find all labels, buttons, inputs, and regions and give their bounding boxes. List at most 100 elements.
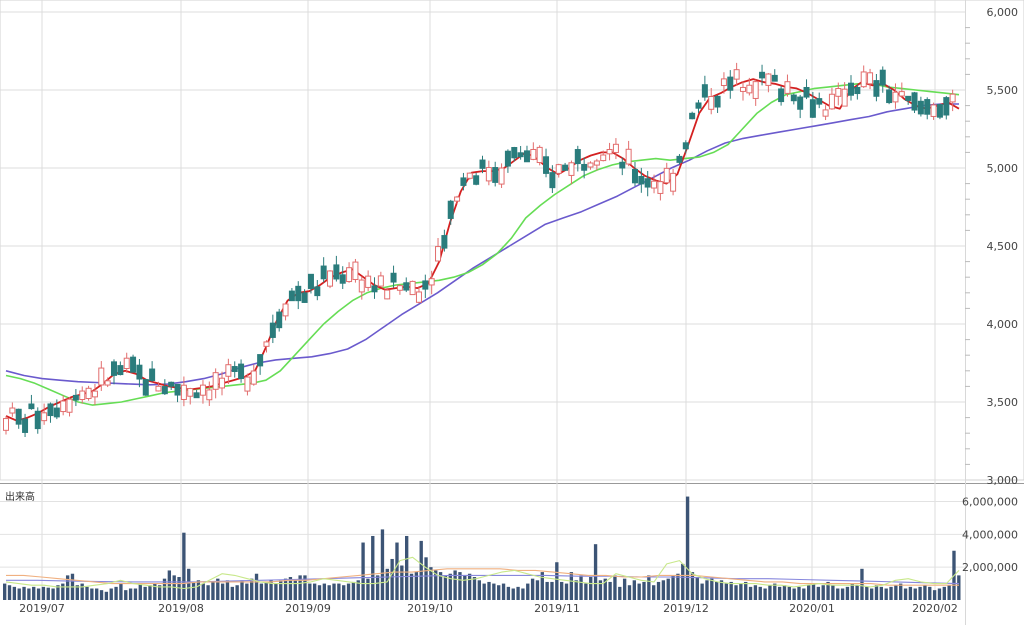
volume-bar [516,586,520,600]
candle-body [396,285,403,291]
volume-bar [719,580,724,600]
candle-body [301,292,308,303]
volume-bar [95,588,99,600]
candle-body [403,282,410,291]
volume-bar [850,583,854,600]
volume-bar [855,585,859,600]
candle-body [492,167,499,183]
volume-bar [283,578,288,600]
volume-bar [797,586,801,600]
volume-bar [187,568,191,600]
volume-bar [874,585,879,600]
volume-bar [225,580,230,600]
volume-bar [918,586,922,600]
candle-body [142,379,149,396]
volume-bar [739,583,743,600]
volume-bar [695,577,699,600]
candle-body [485,167,492,182]
candle-body [244,376,251,392]
candle-body [606,149,613,155]
volume-bar [802,588,806,600]
volume-bar [380,529,385,600]
candle-body [53,407,60,418]
volume-bar [521,588,525,600]
volume-bar [768,585,772,600]
candle-body [34,410,41,430]
volume-bar [90,588,94,600]
candle-body [460,177,467,186]
volume-bar [7,585,12,600]
volume-bar [569,572,574,600]
volume-bar [240,580,244,600]
candle-body [663,167,670,184]
volume-bar [676,573,680,600]
volume-bar [545,581,549,600]
candle-body [479,159,486,169]
candle-body [320,265,327,280]
volume-bar [22,586,26,600]
volume-bar [128,588,133,600]
volume-bar [317,585,322,600]
candle-body [759,71,766,79]
candle-body [886,89,893,104]
candle-body [130,356,137,373]
volume-bar [114,586,118,600]
candle-body [15,408,22,425]
volume-bar [894,585,898,600]
volume-bar [463,575,467,600]
volume-bar [36,588,41,600]
candle-body [867,72,874,85]
candle-body [676,155,683,163]
volume-bar [782,585,787,600]
candle-body [60,400,67,413]
candle-body [593,160,600,166]
volume-bar [303,575,307,600]
candle-body [168,381,175,387]
volume-bar [869,588,874,600]
volume-bar [448,573,452,600]
volume-bar [99,590,104,600]
candle-body [733,69,740,80]
candle-body [708,96,715,110]
volume-bar [477,580,481,600]
candle-body [104,380,111,386]
candle-body [517,152,524,158]
volume-bar [942,586,946,600]
candle-body [85,387,92,400]
volume-bar [3,583,7,600]
candle-body [739,86,746,92]
candle-body [568,162,575,176]
volume-bar [235,585,239,600]
candle-body [943,97,950,116]
volume-bar [589,577,593,600]
candle-body [466,172,473,179]
volume-bar [434,570,438,600]
candle-body [225,364,232,377]
candle-body [295,285,302,302]
candle-body [358,279,365,293]
candle-body [911,92,918,111]
x-tick-label: 2019/11 [534,602,580,615]
volume-bar [540,572,544,600]
candle-body [212,372,219,390]
candle-body [619,161,626,169]
candle-body [435,246,442,262]
volume-bar [744,581,748,600]
volume-bar [182,532,186,600]
candle-body [473,175,480,185]
volume-bar [56,585,60,600]
volume-bar [632,580,636,600]
candle-body [384,289,391,300]
volume-bar [608,581,612,600]
volume-bar [729,581,733,600]
candle-body [682,142,689,150]
volume-bar [133,588,138,600]
volume-bar [424,557,428,600]
x-tick-label: 2019/07 [19,602,65,615]
candle-body [581,163,588,171]
candle-body [447,200,454,219]
candle-body [816,98,823,105]
candle-body [670,172,677,192]
